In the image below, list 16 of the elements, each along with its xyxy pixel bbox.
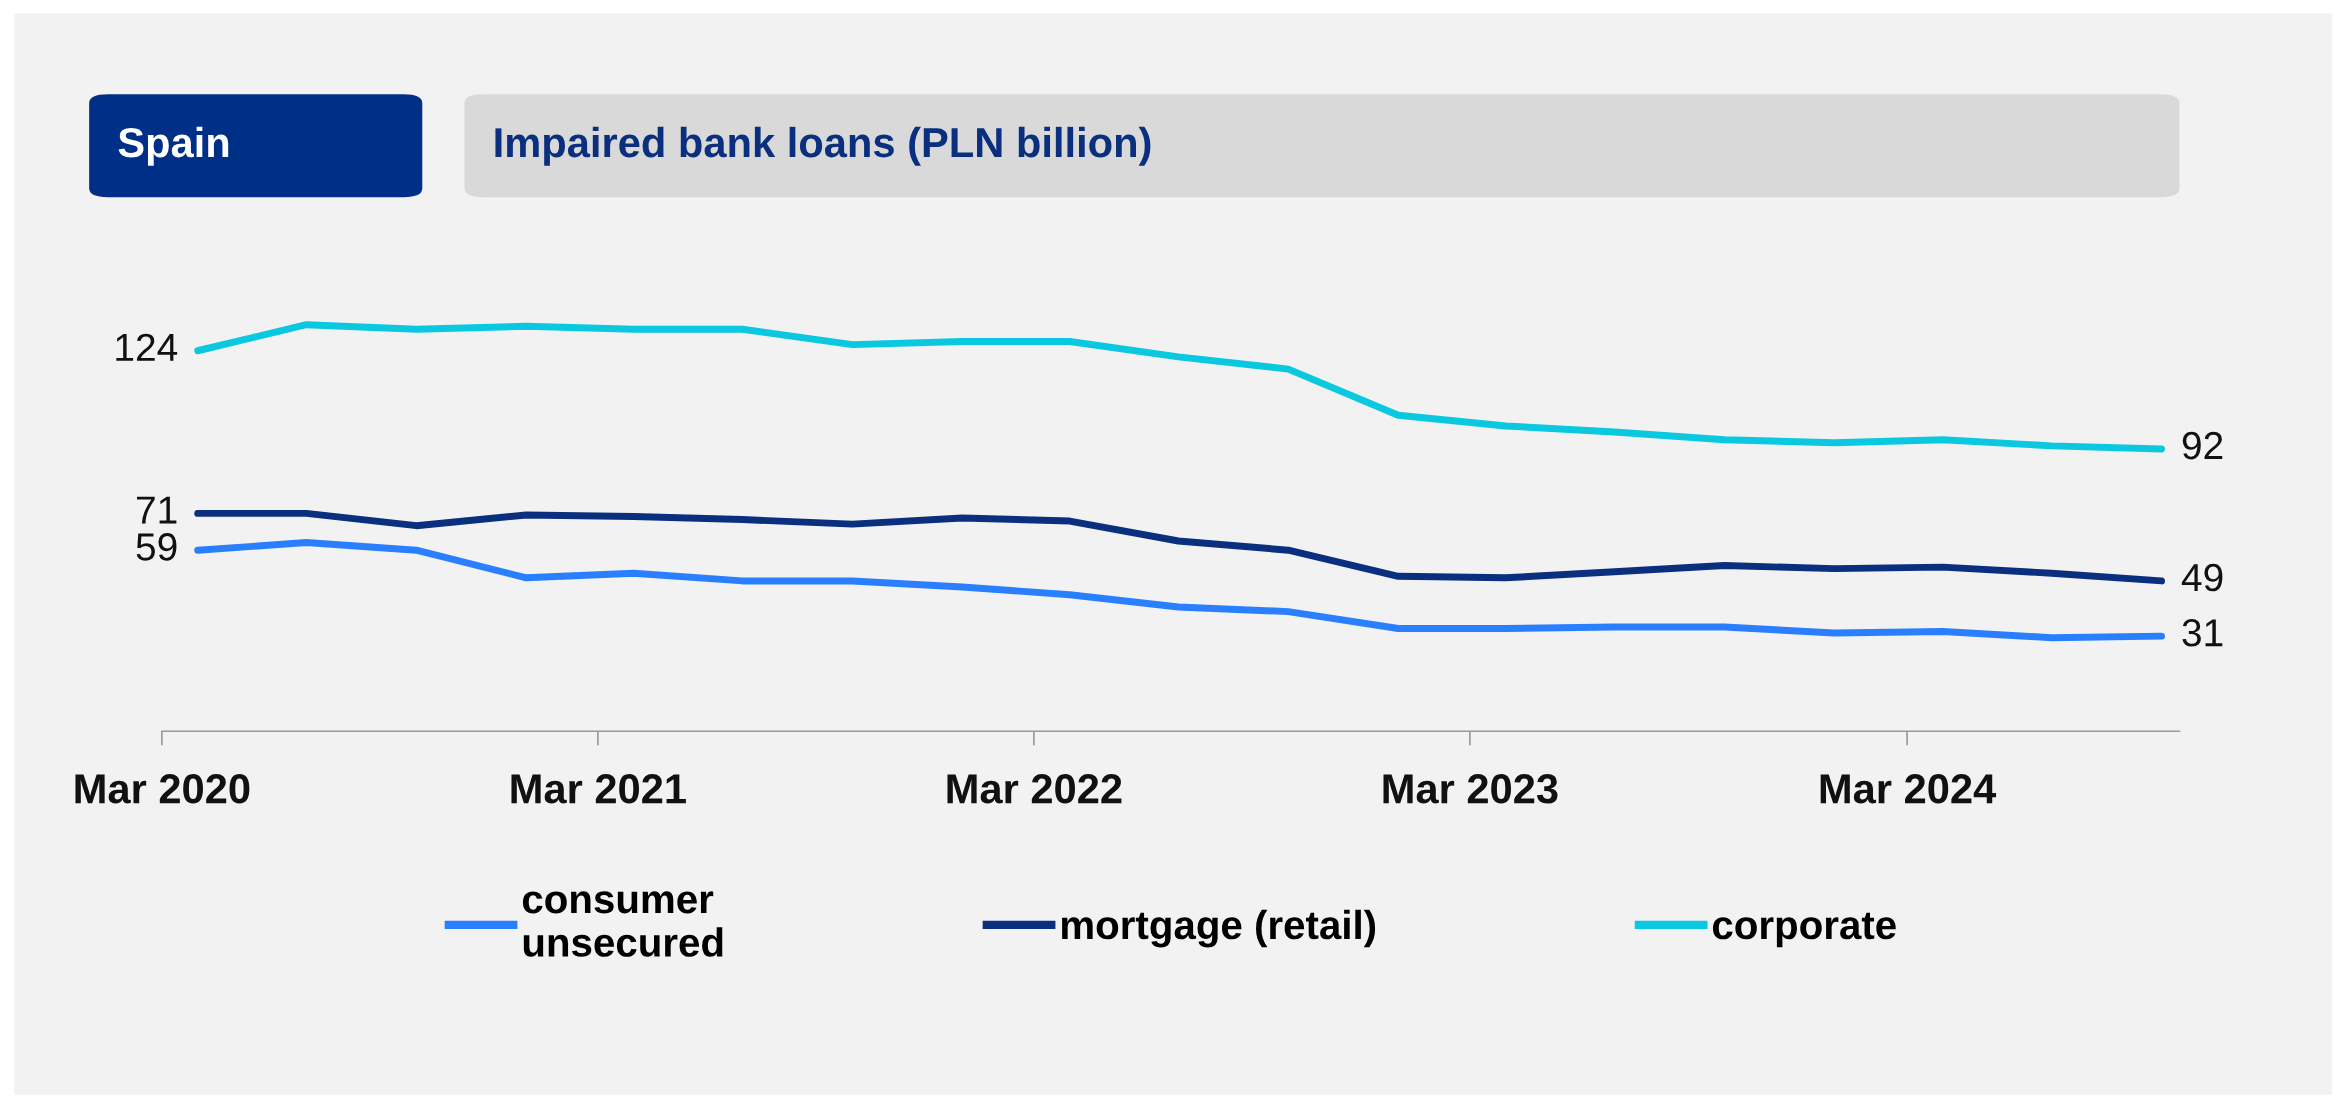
data-label: 49 — [2181, 563, 2223, 592]
data-label: 71 — [137, 496, 177, 524]
data-label: 59 — [136, 533, 177, 561]
chart-title: Impaired bank loans (PLN billion) — [495, 126, 1151, 166]
x-tick-label: Mar 2022 — [947, 774, 1122, 804]
x-tick-label: Mar 2020 — [75, 774, 250, 804]
legend-label: consumer unsecured — [522, 891, 723, 957]
data-label: 92 — [2182, 431, 2223, 460]
x-tick-label: Mar 2021 — [511, 774, 686, 804]
x-tick-label: Mar 2024 — [1820, 774, 1997, 804]
legend-label: mortgage (retail) — [1061, 909, 1376, 948]
data-label: 31 — [2182, 619, 2223, 647]
x-tick-label: Mar 2023 — [1383, 774, 1558, 804]
chart-subtitle: Spain — [118, 126, 229, 166]
legend-label: corporate — [1712, 912, 1896, 948]
data-label: 124 — [116, 333, 178, 361]
